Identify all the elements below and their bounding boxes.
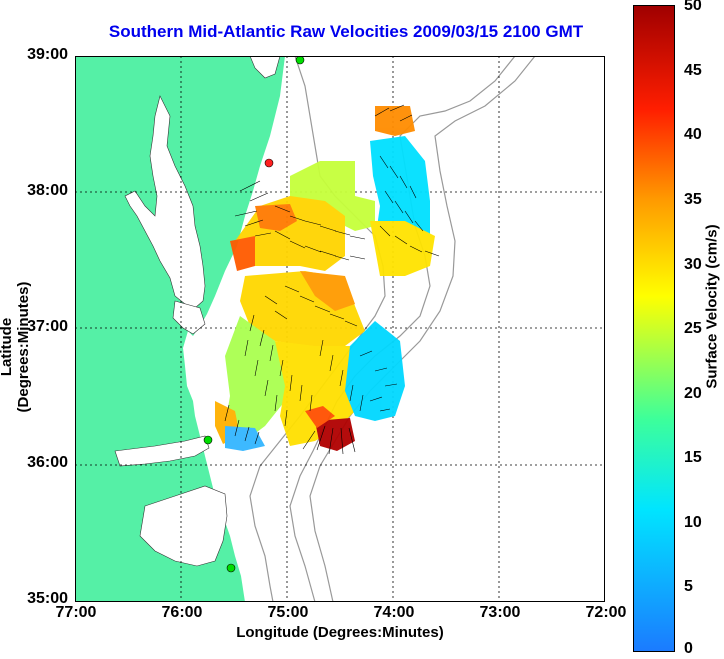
x-tick-label: 75:00	[267, 604, 309, 621]
velocity-field	[215, 106, 435, 451]
y-tick-label: 39:00	[27, 46, 68, 63]
chesapeake-bay	[124, 95, 206, 309]
map-title: Southern Mid-Atlantic Raw Velocities 200…	[108, 22, 584, 41]
y-tick-label: 36:00	[27, 454, 68, 471]
x-tick-label: 76:00	[161, 604, 203, 621]
x-axis-label: Longitude (Degrees:Minutes)	[236, 624, 444, 641]
x-tick-label: 77:00	[55, 604, 97, 621]
delaware-bay	[249, 56, 281, 79]
y-tick-label: 38:00	[27, 182, 68, 199]
y-axis-label: Latitude (Degrees:Minutes)	[0, 281, 32, 413]
chesapeake-mouth	[172, 300, 206, 335]
pamlico-sound	[139, 485, 228, 567]
colorbar	[633, 5, 675, 652]
colorbar-tick: 45	[684, 62, 702, 79]
colorbar-tick: 40	[684, 126, 702, 143]
colorbar-tick: 15	[684, 449, 702, 466]
x-tick-label: 74:00	[373, 604, 415, 621]
colorbar-tick: 20	[684, 385, 702, 402]
map-plot	[75, 56, 605, 602]
station-marker-icon	[203, 435, 213, 445]
x-tick-label: 72:00	[585, 604, 627, 621]
colorbar-tick: 25	[684, 320, 702, 337]
albemarle-sound	[114, 435, 210, 467]
plot-frame	[75, 56, 605, 602]
colorbar-tick: 10	[684, 514, 702, 531]
colorbar-tick: 50	[684, 0, 702, 14]
x-tick-label: 73:00	[479, 604, 521, 621]
velocity-vectors	[224, 104, 440, 455]
colorbar-label: Surface Velocity (cm/s)	[703, 224, 721, 389]
station-marker-icon	[295, 56, 305, 65]
isobath-line	[289, 56, 516, 602]
colorbar-tick: 30	[684, 256, 702, 273]
isobath-line	[309, 56, 536, 602]
station-marker-icon	[226, 563, 236, 573]
colorbar-tick: 0	[684, 640, 693, 657]
y-tick-label: 37:00	[27, 318, 68, 335]
y-tick-label: 35:00	[27, 590, 68, 607]
station-marker-icon	[264, 158, 274, 168]
colorbar-tick: 5	[684, 578, 693, 595]
colorbar-tick: 35	[684, 191, 702, 208]
